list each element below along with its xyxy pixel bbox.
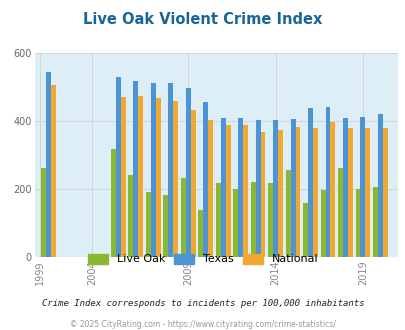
Bar [121,97,126,257]
Bar [185,88,190,257]
Bar [250,182,255,257]
Bar [46,72,51,257]
Bar [190,110,195,257]
Bar [330,122,335,257]
Bar [138,96,143,257]
Bar [355,189,360,257]
Bar [277,130,282,257]
Bar [290,118,295,257]
Bar [325,107,330,257]
Bar [312,128,317,257]
Bar [225,125,230,257]
Bar [295,127,300,257]
Bar [377,114,382,257]
Bar [238,118,243,257]
Bar [255,120,260,257]
Legend: Live Oak, Texas, National: Live Oak, Texas, National [85,251,320,267]
Text: Crime Index corresponds to incidents per 100,000 inhabitants: Crime Index corresponds to incidents per… [42,299,363,308]
Bar [268,183,273,257]
Bar [382,128,387,257]
Bar [372,187,377,257]
Bar [360,117,364,257]
Bar [163,195,168,257]
Bar [337,168,342,257]
Bar [233,188,238,257]
Bar [307,108,312,257]
Bar [198,210,203,257]
Bar [208,120,213,257]
Bar [273,120,277,257]
Bar [215,183,220,257]
Bar [173,101,178,257]
Bar [51,84,55,257]
Bar [220,117,225,257]
Text: Live Oak Violent Crime Index: Live Oak Violent Crime Index [83,12,322,26]
Bar [303,203,307,257]
Bar [243,125,247,257]
Bar [285,170,290,257]
Bar [347,128,352,257]
Bar [151,83,156,257]
Bar [116,77,121,257]
Bar [156,98,160,257]
Bar [181,178,185,257]
Bar [111,149,116,257]
Bar [41,168,46,257]
Bar [133,81,138,257]
Bar [203,102,208,257]
Text: © 2025 CityRating.com - https://www.cityrating.com/crime-statistics/: © 2025 CityRating.com - https://www.city… [70,320,335,329]
Bar [260,132,265,257]
Bar [168,83,173,257]
Bar [320,190,325,257]
Bar [364,128,369,257]
Bar [146,192,151,257]
Bar [128,175,133,257]
Bar [342,118,347,257]
